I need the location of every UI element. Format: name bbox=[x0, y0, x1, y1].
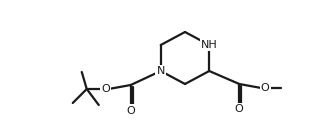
Text: O: O bbox=[235, 105, 244, 114]
Text: O: O bbox=[126, 105, 135, 116]
Text: O: O bbox=[261, 83, 270, 93]
Text: O: O bbox=[101, 84, 110, 94]
Text: NH: NH bbox=[201, 40, 218, 50]
Text: N: N bbox=[156, 66, 165, 76]
